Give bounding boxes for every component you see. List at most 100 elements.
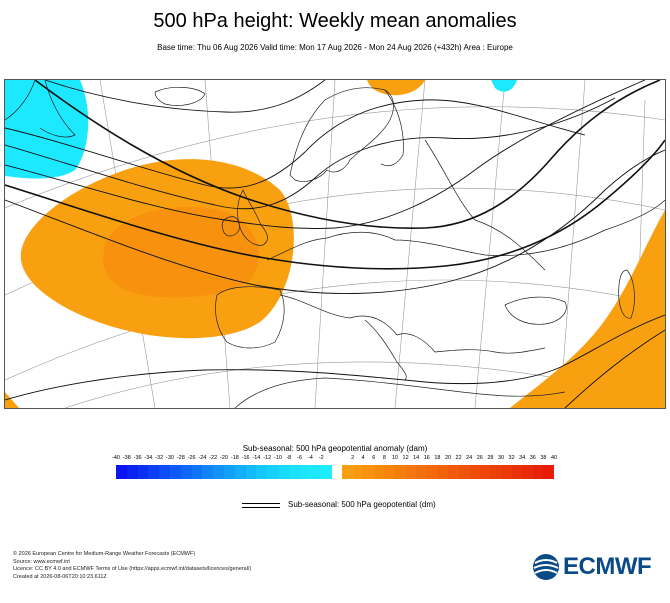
negative-anomaly-swatch: [180, 465, 192, 479]
tick-label: 24: [466, 455, 473, 461]
tick-label: -14: [252, 455, 261, 461]
finland-coast: [380, 89, 404, 167]
ecmwf-logo: ECMWF: [532, 553, 652, 581]
negative-anomaly-swatch: [169, 465, 181, 479]
tick-label: -36: [133, 455, 142, 461]
negative-anomaly-swatch: [223, 465, 235, 479]
negative-anomaly-swatch: [299, 465, 311, 479]
negative-tick-labels: -40 -38 -36 -34 -32 -30 -28 -26 -24 -22 -20 -18 -16-…: [112, 455, 336, 465]
chart-title: 500 hPa height: Weekly mean anomalies: [153, 10, 517, 32]
tick-label: -8: [286, 455, 292, 461]
globe-icon: [533, 554, 559, 580]
tick-label: 22: [455, 455, 462, 461]
positive-anomaly-swatch: [373, 465, 385, 479]
tick-label: -18: [230, 455, 239, 461]
contour-legend-label: Sub-seasonal: 500 hPa geopotential (dm): [288, 500, 436, 509]
tick-label: 4: [361, 455, 365, 461]
positive-anomaly-swatch: [384, 465, 395, 479]
positive-anomaly-swatch: [490, 465, 501, 479]
negative-anomaly-swatch: [116, 465, 127, 479]
contour-7: [44, 80, 326, 113]
black-sea-coast: [504, 296, 567, 325]
copyright-line: © 2026 European Centre for Medium-Range …: [13, 551, 196, 557]
positive-anomaly-swatch: [363, 465, 374, 479]
tick-label: -40: [112, 455, 120, 461]
negative-anomaly-swatch: [213, 465, 224, 479]
negative-anomaly-swatch: [234, 465, 246, 479]
negative-anomaly-swatch: [126, 465, 138, 479]
positive-anomaly-swatch: [426, 465, 438, 479]
positive-color-bar: [342, 465, 554, 479]
source-line: Source: www.ecmwf.int: [13, 558, 70, 565]
created-line: Created at 2026-08-06T20:10:23.611Z: [13, 573, 107, 580]
contour-legend: Sub-seasonal: 500 hPa geopotential (dm): [242, 500, 562, 514]
contour-8: [5, 314, 665, 401]
geopotential-contours: [5, 80, 665, 408]
negative-anomaly-swatch: [288, 465, 300, 479]
positive-anomaly-sw-corner: [5, 392, 19, 408]
negative-anomaly-swatch: [191, 465, 203, 479]
positive-anomaly-swatch: [543, 465, 554, 479]
contour-1: [5, 99, 586, 189]
positive-anomaly-swatch: [479, 465, 491, 479]
tick-label: -12: [263, 455, 272, 461]
iberia-coast: [215, 286, 285, 349]
tick-label: 38: [540, 455, 547, 461]
positive-anomaly-core: [103, 206, 259, 298]
tick-label: 12: [402, 455, 409, 461]
africa-coast: [234, 377, 566, 408]
positive-anomaly-swatch: [352, 465, 364, 479]
greenland-coast: [5, 80, 76, 138]
positive-anomaly-swatch: [511, 465, 523, 479]
contour-6: [5, 149, 665, 294]
contour-4: [34, 80, 661, 230]
credits-footer: © 2026 European Centre for Medium-Range …: [13, 551, 251, 581]
tick-label: -26: [187, 455, 196, 461]
contour-3: [5, 80, 646, 229]
tick-label: 28: [487, 455, 494, 461]
mediterranean-north: [279, 294, 546, 354]
negative-anomaly-swatch: [202, 465, 214, 479]
positive-anomaly-swatch: [416, 465, 427, 479]
tick-label: -34: [144, 455, 153, 461]
chart-subtitle: Base time: Thu 06 Aug 2026 Valid time: M…: [157, 43, 513, 52]
tick-label: -10: [274, 455, 282, 461]
tick-label: 32: [508, 455, 515, 461]
licence-line: Licence: CC BY 4.0 and ECMWF Terms of Us…: [13, 566, 252, 573]
positive-anomaly-swatch: [469, 465, 480, 479]
tick-label: -32: [155, 455, 164, 461]
tick-label: 20: [444, 455, 452, 461]
anomaly-legend-title: Sub-seasonal: 500 hPa geopotential anoma…: [242, 444, 428, 453]
negative-anomaly-north-east: [491, 80, 517, 92]
continental-coast: [266, 199, 665, 261]
tick-label: -20: [220, 455, 228, 461]
positive-anomaly-swatch: [458, 465, 470, 479]
tick-label: 8: [382, 455, 386, 461]
tick-label: 40: [550, 455, 558, 461]
europe-anomaly-map: [4, 79, 666, 409]
tick-label: 10: [391, 455, 399, 461]
tick-label: -38: [122, 455, 131, 461]
tick-label: -30: [166, 455, 174, 461]
contour-5: [5, 139, 665, 270]
positive-anomaly-swatch: [522, 465, 533, 479]
negative-color-bar: [116, 465, 332, 479]
tick-label: 36: [529, 455, 536, 461]
scandinavia-coast: [289, 87, 394, 182]
contour-legend-line: [242, 503, 280, 508]
positive-anomaly-east: [510, 210, 665, 408]
tick-label: 30: [497, 455, 505, 461]
contour-2: [5, 97, 616, 210]
positive-anomaly-swatch: [405, 465, 417, 479]
positive-anomaly-swatch: [447, 465, 459, 479]
tick-label: 34: [519, 455, 526, 461]
negative-anomaly-swatch: [321, 465, 332, 479]
negative-anomaly-swatch: [245, 465, 257, 479]
negative-anomaly-swatch: [148, 465, 160, 479]
tick-label: -28: [176, 455, 185, 461]
contour-9: [564, 329, 665, 408]
tick-label: -22: [209, 455, 218, 461]
anomaly-shading: [5, 80, 665, 408]
caspian-coast: [618, 269, 635, 319]
logo-wordmark: ECMWF: [563, 553, 652, 580]
